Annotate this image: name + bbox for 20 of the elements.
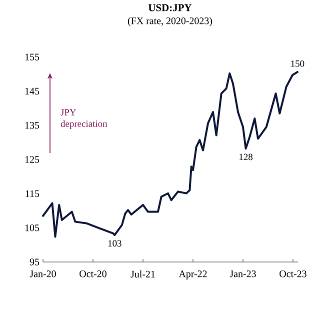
annotation: 103 bbox=[108, 240, 122, 247]
x-tick-label: Oct-23 bbox=[280, 270, 306, 278]
x-tick-label: Jan-23 bbox=[230, 270, 256, 278]
chart-subtitle: (FX rate, 2020-2023) bbox=[128, 17, 212, 26]
annotation: 150 bbox=[291, 60, 304, 67]
annotation: 128 bbox=[240, 154, 253, 160]
chart-title: USD:JPY bbox=[148, 4, 192, 12]
y-tick-label: 155 bbox=[25, 54, 40, 60]
line-series bbox=[42, 71, 298, 238]
y-tick-label: 95 bbox=[30, 258, 40, 266]
x-tick-label: Oct-20 bbox=[80, 270, 106, 278]
y-tick-label: 125 bbox=[25, 156, 40, 163]
y-tick-label: 115 bbox=[26, 190, 40, 197]
annotation: JPY depreciation bbox=[60, 109, 108, 129]
x-tick-label: Jan-20 bbox=[30, 270, 56, 278]
x-tick-label: Apr-22 bbox=[178, 270, 207, 280]
y-tick-label: 105 bbox=[25, 224, 40, 232]
x-tick-label: Jul-21 bbox=[130, 270, 155, 278]
y-tick-label: 145 bbox=[25, 88, 40, 94]
y-tick-label: 135 bbox=[25, 122, 40, 129]
